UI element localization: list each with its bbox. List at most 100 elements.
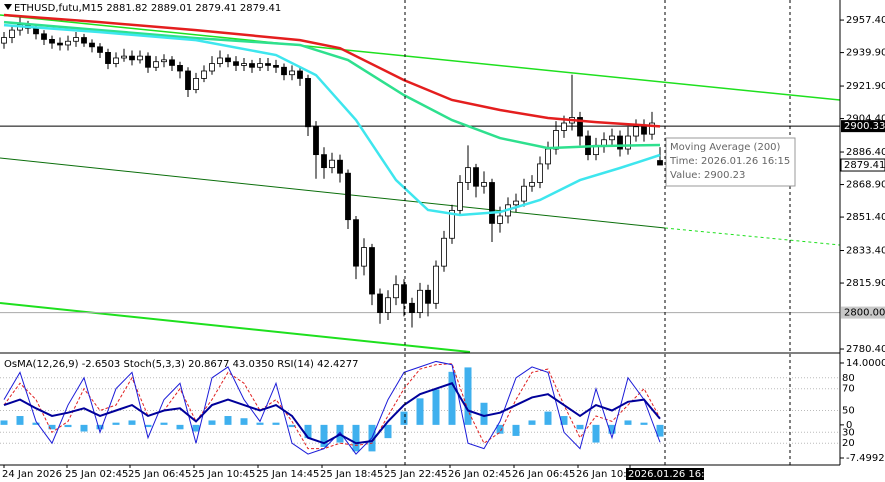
y-tick-label: 2833.40	[846, 246, 885, 257]
moving-average	[3, 13, 661, 128]
candle-body	[617, 135, 623, 150]
candle-body	[57, 42, 63, 46]
y-tick-label: 14.0000	[846, 358, 885, 369]
osma-bar	[384, 424, 392, 439]
trend-line	[0, 157, 666, 229]
candle-body	[209, 63, 215, 72]
candle-body	[129, 55, 135, 61]
stoch-main-line	[3, 360, 661, 455]
candle-body	[217, 57, 223, 64]
tooltip-title: Moving Average (200)	[670, 142, 781, 153]
price-level-label: 2800.00	[844, 308, 885, 319]
osma-bar	[656, 424, 664, 437]
osma-bar	[96, 424, 104, 430]
candle-body	[313, 126, 319, 156]
candle-body	[281, 66, 287, 76]
candle-body	[641, 126, 647, 135]
candle-body	[121, 55, 127, 59]
candle-body	[393, 284, 399, 299]
candle-body	[97, 46, 103, 53]
candle-body	[537, 163, 543, 183]
x-tick-label: 26 Jan 10:4	[576, 469, 633, 480]
y-tick-label: 2780.40	[846, 344, 885, 355]
candle-body	[153, 61, 159, 68]
candle-body	[137, 55, 143, 61]
y2-tick-label: 70	[842, 384, 855, 395]
tooltip-box	[665, 137, 796, 187]
osma-bar	[240, 418, 248, 425]
x-tick-label: 26 Jan 06:45	[512, 469, 575, 480]
candle-body	[33, 27, 39, 35]
candle-body	[361, 247, 367, 267]
candle-body	[73, 37, 79, 42]
candle-body	[433, 265, 439, 304]
indicator-title: OsMA(12,26,9) -2.6503 Stoch(5,3,3) 20.86…	[4, 359, 359, 370]
osma-bar	[288, 424, 296, 428]
trend-line	[664, 227, 841, 246]
candle-body	[529, 182, 535, 187]
last-price-label: 2879.41	[844, 160, 885, 171]
y-tick-label: 2957.40	[846, 15, 885, 26]
price-level-tag	[841, 306, 885, 319]
osma-bar	[64, 424, 72, 428]
osma-bar	[128, 420, 136, 425]
price-level-tag	[841, 120, 885, 133]
candle-body	[481, 182, 487, 187]
y2-tick-label: 20	[842, 438, 855, 449]
candle-body	[561, 122, 567, 131]
candle-body	[601, 139, 607, 146]
candle-body	[305, 78, 311, 128]
osma-bar	[80, 424, 88, 432]
candle-body	[193, 78, 199, 90]
candle-body	[225, 57, 231, 63]
y2-tick-label: 80	[842, 373, 855, 384]
candle-body	[105, 52, 111, 64]
candle-body	[233, 61, 239, 66]
y-tick-label: -7.4992	[846, 453, 885, 464]
symbol-title: ETHUSD,futu,M15 2881.82 2889.01 2879.41 …	[14, 3, 281, 14]
price-level-label: 2900.33	[844, 121, 885, 132]
candle-body	[249, 63, 255, 68]
x-tick-label: 25 Jan 06:45	[128, 469, 191, 480]
osma-bar	[224, 416, 232, 425]
osma-bar	[304, 424, 312, 439]
osma-bar	[272, 422, 280, 425]
osma-bar	[176, 424, 184, 430]
x-tick-label: 25 Jan 22:45	[384, 469, 447, 480]
osma-bar	[208, 420, 216, 425]
osma-bar	[112, 422, 120, 425]
osma-bar	[624, 420, 632, 425]
osma-bar	[0, 420, 8, 425]
osma-bar	[144, 424, 152, 428]
candle-body	[553, 130, 559, 150]
candle-body	[145, 55, 151, 68]
candle-body	[369, 247, 375, 295]
osma-bar	[448, 371, 456, 425]
osma-bar	[416, 398, 424, 425]
collapse-icon[interactable]	[4, 4, 12, 10]
candle-body	[169, 59, 175, 66]
candle-body	[273, 65, 279, 68]
candle-body	[417, 289, 423, 313]
osma-bar	[464, 367, 472, 425]
candle-body	[65, 40, 71, 46]
indicator-pane	[0, 360, 840, 455]
x-tick-label: 25 Jan 10:45	[192, 469, 255, 480]
osma-bar	[320, 424, 328, 447]
candle-body	[633, 126, 639, 137]
candle-body	[9, 29, 15, 38]
y2-tick-label: 30	[842, 427, 855, 438]
candle-body	[465, 167, 471, 183]
y-tick-label: 2851.40	[846, 212, 885, 223]
y-tick-label: 2886.40	[846, 147, 885, 158]
rsi-line	[3, 382, 661, 445]
candle-body	[441, 237, 447, 267]
candle-body	[1, 37, 7, 44]
candle-body	[241, 63, 247, 66]
x-tick-label: 25 Jan 02:45	[65, 469, 128, 480]
candle-body	[113, 57, 119, 64]
y2-tick-label: 50	[842, 406, 855, 417]
y-tick-label: 2815.90	[846, 278, 885, 289]
osma-bar	[192, 424, 200, 432]
